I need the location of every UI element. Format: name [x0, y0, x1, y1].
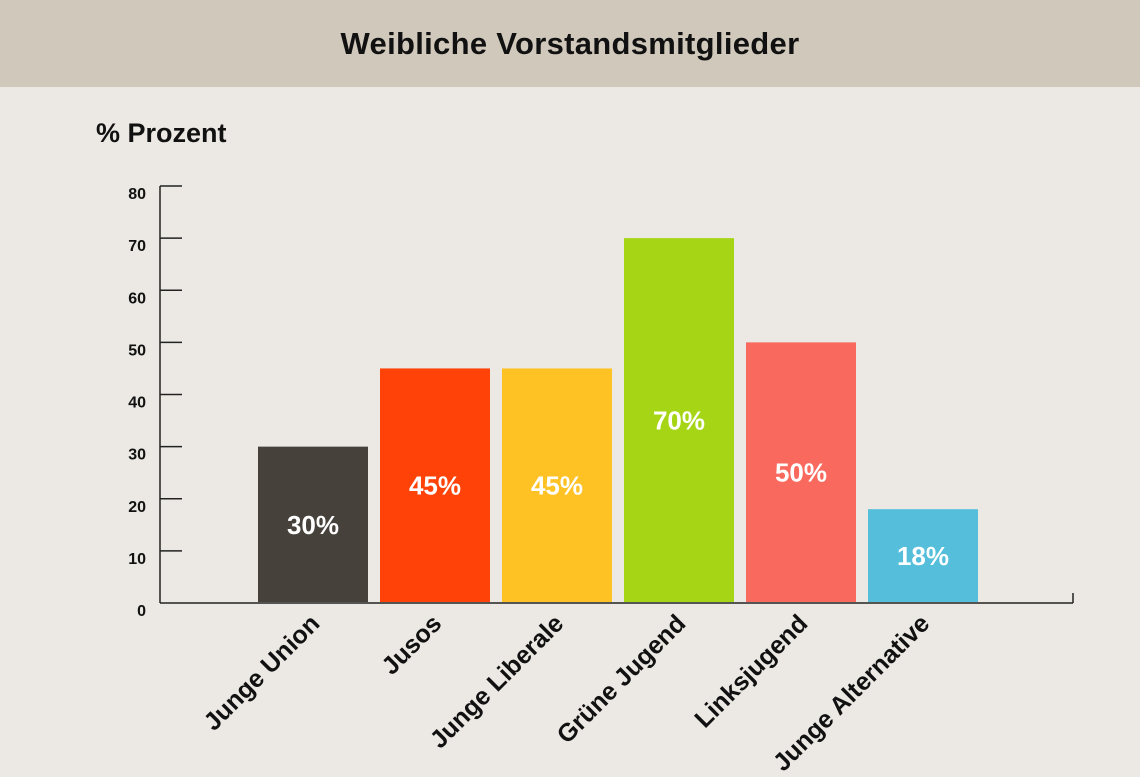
- bar: [380, 368, 490, 602]
- bar: [258, 446, 368, 602]
- y-axis-unit-label: % Prozent: [96, 118, 227, 148]
- category-label: Junge Union: [198, 609, 325, 736]
- bars: [258, 238, 978, 602]
- axes: 0 10 20 30 40 50 60 70 80: [128, 185, 1074, 620]
- y-tick-label: 50: [128, 342, 146, 359]
- bar: [624, 238, 734, 602]
- bar: [868, 509, 978, 602]
- category-label: Linksjugend: [689, 609, 813, 733]
- bar-data-labels: 30% 45% 45% 70% 50% 18%: [287, 406, 949, 572]
- y-tick-label: 40: [128, 395, 146, 412]
- y-tick-label: 10: [128, 551, 146, 568]
- bar-data-label: 18%: [897, 541, 949, 571]
- y-tick-label: 80: [128, 186, 146, 203]
- bar-data-label: 30%: [287, 510, 339, 540]
- y-tick-label: 0: [137, 603, 146, 620]
- category-label: Grüne Jugend: [552, 609, 692, 749]
- chart-title: Weibliche Vorstandsmitglieder: [340, 25, 800, 61]
- y-tick-label: 30: [128, 447, 146, 464]
- bar-data-label: 50%: [775, 458, 827, 488]
- chart-header: Weibliche Vorstandsmitglieder: [0, 0, 1140, 87]
- bar: [502, 368, 612, 602]
- bar-data-label: 70%: [653, 406, 705, 436]
- category-label: Jusos: [376, 609, 447, 680]
- bar-data-label: 45%: [531, 471, 583, 501]
- y-tick-label: 70: [128, 238, 146, 255]
- category-label: Junge Liberale: [425, 609, 570, 754]
- y-tick-label: 20: [128, 499, 146, 516]
- bar: [746, 342, 856, 602]
- bar-data-label: 45%: [409, 471, 461, 501]
- y-tick-label: 60: [128, 290, 146, 307]
